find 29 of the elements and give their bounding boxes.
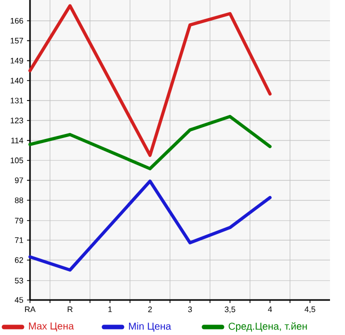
- y-tick-label: 140: [10, 78, 24, 84]
- y-tick-label: 166: [10, 18, 24, 24]
- y-tick-label: 62: [14, 257, 24, 263]
- x-tick-label: 3: [188, 306, 192, 312]
- y-tick-label: 114: [11, 138, 24, 144]
- x-tick-label: 2: [148, 306, 152, 312]
- y-tick-label: 45: [14, 297, 24, 303]
- x-tick-label: 1: [108, 306, 112, 312]
- x-tick-label: RA: [25, 306, 36, 312]
- line-series: [28, 114, 272, 170]
- line-series: [28, 4, 272, 157]
- legend-label: Max Цена: [29, 322, 74, 332]
- y-tick-label: 123: [10, 118, 24, 124]
- y-tick-label: 105: [10, 158, 24, 164]
- y-tick-label: 53: [14, 278, 24, 284]
- y-tick-label: 88: [14, 197, 24, 204]
- y-tick-label: 149: [10, 58, 24, 64]
- x-tick-label: R: [68, 306, 73, 312]
- y-tick-label: 79: [14, 218, 24, 224]
- legend-label: Сред.Цена, т.йен: [228, 322, 307, 332]
- x-tick-label: 4: [268, 306, 272, 312]
- x-tick-label: 4,5: [304, 306, 316, 314]
- legend-label: Min Цена: [129, 322, 172, 332]
- line-series: [28, 180, 272, 272]
- y-tick-label: 157: [10, 38, 24, 44]
- y-tick-label: 131: [10, 98, 24, 104]
- y-tick-label: 97: [14, 177, 24, 184]
- x-tick-label: 3,5: [224, 306, 236, 314]
- y-tick-label: 71: [14, 237, 24, 243]
